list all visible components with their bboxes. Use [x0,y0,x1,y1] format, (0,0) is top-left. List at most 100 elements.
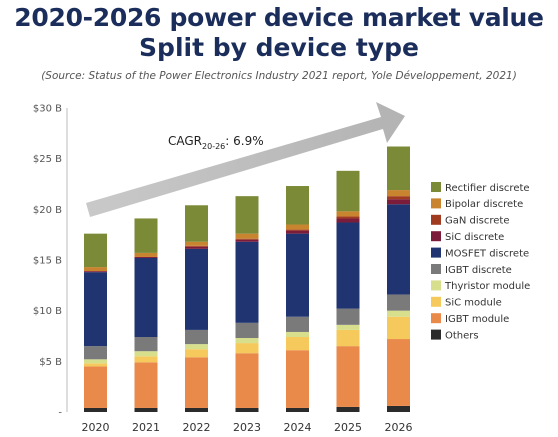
bar-segment-mosfet-discrete [286,233,309,317]
legend-label: SiC discrete [445,232,504,243]
bar-segment-igbt-module [134,362,158,408]
bar-segment-gan-discrete [336,216,360,219]
bar-segment-gan-discrete [235,238,259,240]
x-tick-label: 2022 [183,421,211,434]
bar-segment-bipolar-discrete [286,224,309,230]
legend-swatch [431,329,441,340]
bar-area [84,146,410,412]
x-tick-label: 2025 [334,421,362,434]
legend-swatch [431,182,441,192]
bar-segment-igbt-module [185,357,208,408]
bar-segment-gan-discrete [286,229,309,231]
y-axis: - $5 B $10 B $15 B $20 B $25 B $30 B [33,104,63,419]
legend-label: Others [445,330,479,341]
bar-segment-igbt-discrete [84,346,107,360]
x-axis: 2020 2021 2022 2023 2024 2025 2026 [82,421,413,434]
legend-item: SiC module [431,296,502,309]
bar-segment-sic-discrete [286,230,309,234]
bar-segment-thyristor-module [185,344,208,350]
bar-segment-sic-module [185,349,208,358]
legend-swatch [431,214,441,225]
x-tick-label: 2024 [284,421,312,434]
x-tick-label: 2023 [233,421,261,434]
legend-swatch [431,264,441,274]
legend-item: Thyristor module [431,280,530,292]
bar-segment-sic-module [286,337,309,351]
bar-segment-thyristor-module [235,338,259,344]
cagr-prefix: CAGR [168,134,202,148]
bar-segment-igbt-discrete [387,294,410,311]
bar-segment-rectifier-discrete [235,196,259,234]
bar-segment-rectifier-discrete [84,233,107,268]
bar-segment-igbt-module [286,350,309,408]
bar-stack-2021 [134,218,158,412]
legend-label: Bipolar discrete [445,199,523,210]
bar-segment-rectifier-discrete [336,170,360,212]
y-tick-label: $10 B [33,306,62,317]
bar-segment-thyristor-module [387,310,410,317]
bar-segment-mosfet-discrete [185,248,208,330]
bar-segment-sic-module [235,343,259,354]
bar-segment-sic-module [84,363,107,367]
legend-swatch [431,247,441,258]
bar-segment-igbt-discrete [235,322,259,339]
bar-segment-igbt-module [387,339,410,406]
bar-segment-others [84,407,107,412]
bar-segment-bipolar-discrete [185,241,208,246]
chart-title: 2020-2026 power device market value [14,3,544,32]
legend-swatch [431,198,441,209]
legend-item: Bipolar discrete [431,198,523,210]
bar-segment-igbt-module [235,353,259,408]
legend: Rectifier discrete Bipolar discrete GaN di… [431,182,530,341]
bar-segment-mosfet-discrete [134,257,158,338]
bar-segment-others [387,405,410,412]
y-tick-label: $5 B [39,357,62,368]
bar-segment-rectifier-discrete [387,146,410,191]
bar-segment-others [134,407,158,412]
legend-item: Others [431,329,479,341]
cagr-annotation: CAGR20-26: 6.9% [168,134,264,151]
legend-label: IGBT discrete [445,265,512,276]
svg-text:CAGR20-26: 6.9%: CAGR20-26: 6.9% [168,134,264,151]
cagr-value: : 6.9% [225,134,263,148]
bar-segment-rectifier-discrete [134,218,158,253]
bar-segment-others [185,407,208,412]
legend-item: IGBT module [431,313,509,325]
bar-segment-others [235,407,259,412]
legend-item: GaN discrete [431,214,510,227]
bar-segment-gan-discrete [185,245,208,247]
bar-segment-igbt-discrete [185,329,208,345]
bar-segment-bipolar-discrete [84,267,107,272]
bar-segment-bipolar-discrete [336,211,360,217]
chart-subtitle: Split by device type [139,33,419,62]
bar-segment-mosfet-discrete [84,272,107,347]
x-tick-label: 2021 [132,421,160,434]
y-tick-label: $15 B [33,256,62,267]
bar-segment-sic-discrete [387,199,410,205]
y-tick-label: $30 B [33,104,62,115]
source-note: (Source: Status of the Power Electronics… [41,70,517,82]
bar-segment-mosfet-discrete [336,222,360,309]
bar-segment-sic-discrete [336,218,360,223]
legend-label: SiC module [445,298,502,309]
bar-segment-bipolar-discrete [134,252,158,257]
bar-segment-thyristor-module [286,331,309,338]
legend-item: Rectifier discrete [431,182,530,194]
bar-segment-thyristor-module [84,359,107,364]
bar-segment-thyristor-module [134,351,158,357]
bar-segment-igbt-discrete [336,308,360,325]
legend-item: MOSFET discrete [431,247,529,259]
bar-segment-sic-discrete [185,246,208,249]
bar-segment-thyristor-module [336,324,360,330]
bar-segment-rectifier-discrete [286,186,309,225]
bar-segment-igbt-discrete [286,316,309,332]
bar-stack-2022 [185,205,208,412]
bar-segment-rectifier-discrete [185,205,208,242]
trend-arrow [86,102,405,217]
bar-segment-others [336,406,360,412]
bar-segment-bipolar-discrete [235,233,259,239]
legend-swatch [431,296,441,307]
legend-label: MOSFET discrete [445,248,529,259]
legend-item: SiC discrete [431,231,504,243]
bar-stack-2026 [387,146,410,412]
